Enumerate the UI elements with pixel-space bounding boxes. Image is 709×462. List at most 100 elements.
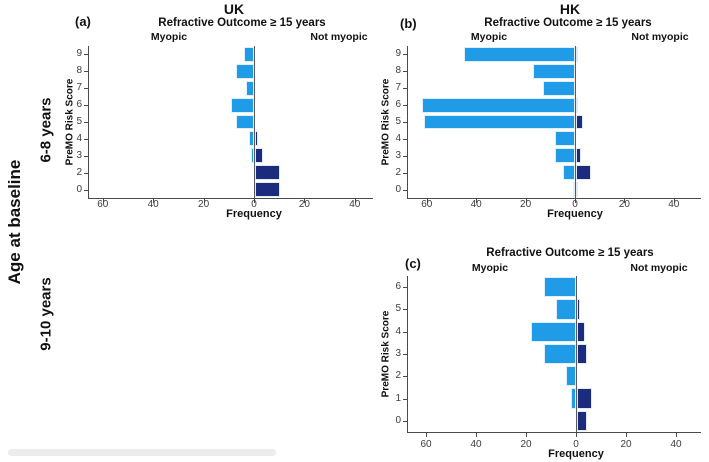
bar-not-myopic — [577, 388, 592, 409]
y-tick-label: 6 — [76, 99, 82, 111]
bar-myopic — [424, 114, 575, 130]
y-axis-tick — [403, 88, 407, 90]
y-axis-tick — [403, 54, 407, 56]
y-tick-label: 4 — [395, 132, 401, 144]
not-myopic-header: Not myopic — [630, 262, 688, 274]
y-axis-tick — [403, 172, 407, 174]
x-axis-tick — [426, 199, 428, 203]
x-axis-tick — [203, 199, 205, 203]
y-tick-label: 2 — [395, 166, 401, 178]
age-group-9-10-label: 9-10 years — [37, 277, 55, 351]
x-axis-tick — [576, 433, 577, 437]
y-axis-tick — [403, 354, 407, 355]
x-axis-tick — [476, 199, 478, 203]
x-tick-label: 40 — [349, 199, 361, 210]
bar-not-myopic — [255, 165, 281, 181]
bar-not-myopic — [576, 47, 579, 62]
y-tick-label: 3 — [76, 149, 82, 161]
bar-myopic — [243, 47, 254, 62]
chart-uk-6-8-years: UK Refractive Outcome ≥ 15 years (a) Myo… — [60, 0, 380, 230]
plot-area-a — [88, 46, 373, 199]
x-axis-tick — [304, 199, 306, 203]
y-tick-label: 8 — [395, 65, 401, 77]
x-axis-tick — [476, 433, 477, 437]
bar-myopic — [231, 97, 254, 113]
chart-hk-6-8-years: HK Refractive Outcome ≥ 15 years (b) Myo… — [380, 0, 709, 230]
x-tick-label: 20 — [198, 199, 210, 210]
y-axis-tick — [84, 122, 88, 123]
y-axis-tick — [84, 71, 88, 73]
chart-subtitle: Refractive Outcome ≥ 15 years — [486, 247, 654, 259]
y-tick-label: 9 — [395, 48, 401, 60]
y-axis-tick — [403, 420, 407, 422]
y-axis-tick — [84, 54, 88, 56]
y-tick-label: 5 — [395, 116, 401, 127]
y-axis-tick — [84, 88, 88, 90]
y-axis-tick — [403, 189, 407, 191]
x-tick-label: 20 — [520, 199, 532, 210]
bar-myopic — [555, 131, 575, 147]
bar-myopic — [251, 148, 254, 164]
y-tick-label: 7 — [76, 82, 82, 94]
plot-area-c — [407, 276, 701, 433]
bar-myopic — [543, 277, 576, 298]
x-axis-title: Frequency — [548, 448, 604, 460]
age-at-baseline-label: Age at baseline — [5, 159, 24, 285]
bar-not-myopic — [577, 410, 587, 431]
age-group-6-8-label: 6-8 years — [37, 97, 55, 163]
x-tick-label: 20 — [520, 439, 532, 450]
bar-myopic — [246, 80, 254, 96]
bar-myopic — [236, 114, 254, 130]
y-axis-tick — [403, 105, 407, 107]
y-tick-label: 7 — [395, 82, 401, 94]
bar-myopic — [531, 321, 576, 342]
bar-myopic — [556, 299, 576, 320]
y-tick-label: 4 — [76, 132, 82, 144]
chart-subtitle: Refractive Outcome ≥ 15 years — [158, 17, 326, 29]
x-axis-title: Frequency — [547, 208, 603, 220]
x-axis-tick — [676, 433, 677, 437]
y-axis-tick — [84, 155, 88, 157]
myopic-header: Myopic — [471, 262, 509, 274]
bar-not-myopic — [576, 165, 591, 181]
myopic-header: Myopic — [470, 31, 508, 43]
y-tick-label: 0 — [76, 183, 82, 195]
x-axis-title: Frequency — [226, 208, 282, 220]
y-axis-tick — [403, 398, 407, 400]
x-tick-label: 40 — [470, 199, 482, 210]
bar-myopic — [571, 388, 576, 409]
x-axis-tick — [254, 199, 255, 203]
bar-not-myopic — [576, 148, 581, 164]
y-tick-label: 0 — [395, 183, 401, 195]
zero-baseline — [575, 46, 576, 198]
bar-myopic — [421, 97, 575, 113]
y-tick-label: 8 — [76, 65, 82, 77]
y-axis-tick — [403, 287, 407, 289]
y-axis-tick — [403, 331, 407, 333]
y-axis-tick — [84, 138, 88, 140]
x-tick-label: 60 — [97, 199, 109, 210]
chart-country-title: HK — [559, 1, 581, 17]
panel-label-c: (c) — [405, 256, 421, 271]
x-tick-label: 0 — [251, 199, 257, 210]
x-axis-tick — [575, 199, 576, 203]
y-tick-label: 5 — [395, 303, 401, 315]
x-tick-label: 0 — [573, 439, 579, 450]
x-axis-tick — [525, 199, 527, 203]
y-tick-label: 0 — [395, 414, 401, 426]
plot-area-b — [407, 46, 701, 199]
zero-baseline — [576, 276, 577, 432]
y-tick-label: 9 — [76, 48, 82, 60]
y-tick-label: 4 — [395, 325, 401, 337]
x-tick-label: 60 — [420, 439, 432, 450]
chart-subtitle: Refractive Outcome ≥ 15 years — [484, 17, 652, 29]
y-axis-tick — [403, 122, 407, 123]
page-edge-artifact — [8, 449, 276, 456]
panel-label-a: (a) — [75, 14, 91, 29]
x-tick-label: 60 — [421, 199, 433, 210]
x-axis-tick — [153, 199, 155, 203]
y-axis-tick — [84, 172, 88, 174]
x-tick-label: 40 — [147, 199, 159, 210]
x-tick-label: 40 — [670, 439, 682, 450]
